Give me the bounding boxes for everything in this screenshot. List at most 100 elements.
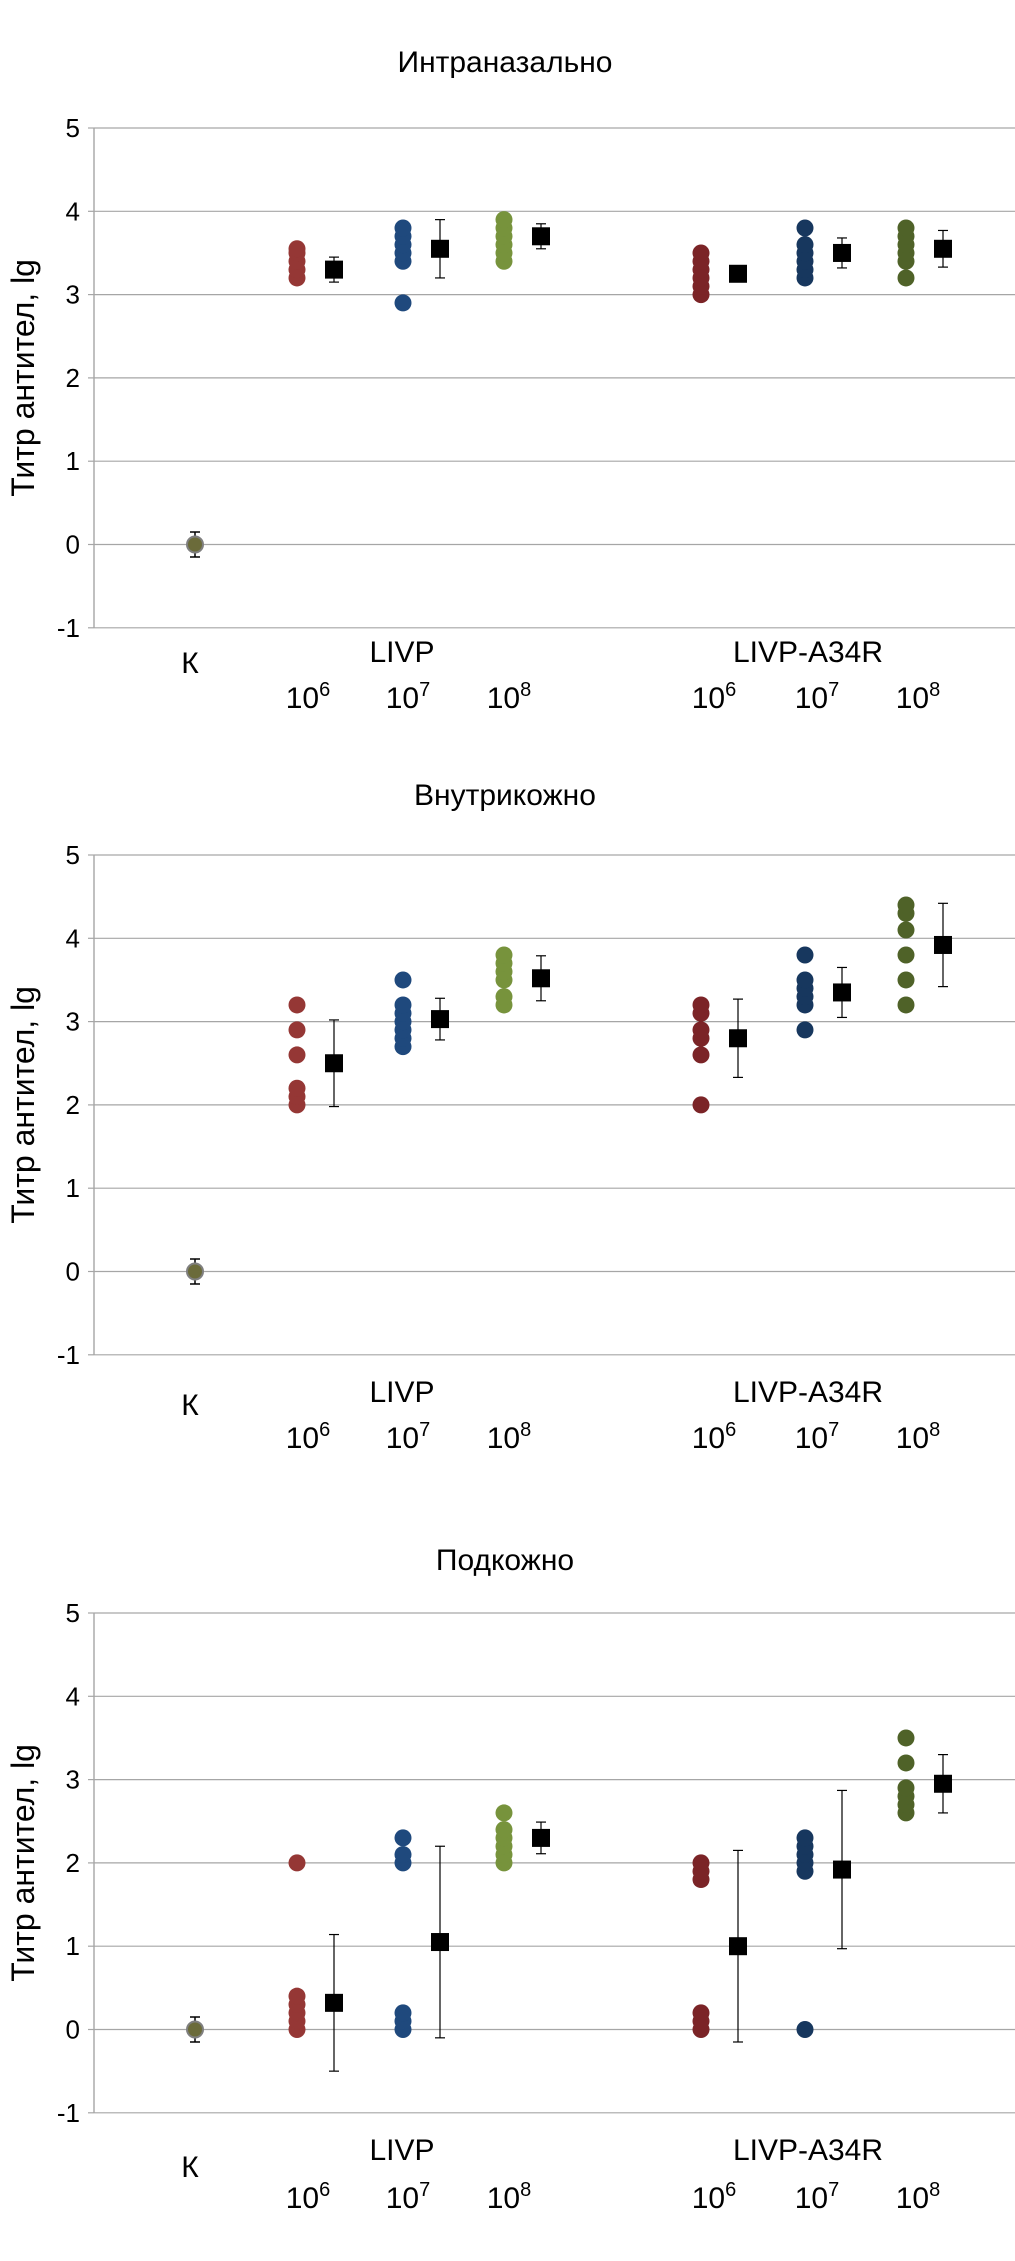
y-tick-label: 1 xyxy=(66,446,80,476)
y-tick-label: 5 xyxy=(66,1598,80,1628)
mean-marker xyxy=(431,239,449,258)
data-point xyxy=(796,946,814,964)
dose-label: 107 xyxy=(795,1419,840,1455)
group-label: LIVP xyxy=(369,2134,434,2167)
mean-marker xyxy=(532,969,550,988)
data-point xyxy=(692,1854,710,1872)
data-point xyxy=(897,946,915,964)
y-tick-label: 0 xyxy=(66,1257,80,1287)
mean-marker xyxy=(833,1860,851,1879)
data-point xyxy=(897,921,915,939)
y-tick-label: 4 xyxy=(66,196,80,226)
data-point xyxy=(288,1079,306,1097)
data-point xyxy=(692,996,710,1014)
data-point xyxy=(897,996,915,1014)
control-label: К xyxy=(181,647,199,680)
mean-marker xyxy=(431,1010,449,1029)
data-point xyxy=(495,946,513,964)
data-point xyxy=(796,1021,814,1039)
data-point xyxy=(288,1854,306,1872)
group-label: LIVP-A34R xyxy=(733,2134,883,2167)
data-point xyxy=(495,211,513,229)
mean-marker xyxy=(833,243,851,262)
data-point xyxy=(897,1779,915,1797)
data-point xyxy=(394,996,412,1014)
mean-marker xyxy=(325,260,343,279)
data-point xyxy=(897,1729,915,1747)
dose-label: 107 xyxy=(386,2179,431,2215)
chart-panel-1: Интраназально -1 0 1 2 3 4 5 Титр антител, lg К LI… xyxy=(5,46,1015,715)
mean-marker xyxy=(729,264,747,283)
y-tick-label: -1 xyxy=(57,613,80,643)
dose-label: 108 xyxy=(487,679,532,715)
y-tick-label: 5 xyxy=(66,840,80,870)
data-point xyxy=(288,996,306,1014)
dose-label: 107 xyxy=(795,679,840,715)
data-point xyxy=(394,1846,412,1864)
mean-marker xyxy=(934,239,952,258)
data-point xyxy=(692,1021,710,1039)
y-tick-label: 4 xyxy=(66,923,80,953)
dose-label: 107 xyxy=(386,1419,431,1455)
mean-marker xyxy=(532,227,550,246)
y-tick-label: -1 xyxy=(57,2098,80,2128)
data-point xyxy=(288,1046,306,1064)
data-point xyxy=(796,219,814,237)
data-point xyxy=(692,2004,710,2022)
chart-title: Интраназально xyxy=(398,46,613,79)
y-tick-label: 2 xyxy=(66,363,80,393)
mean-marker xyxy=(325,1054,343,1073)
dose-label: 106 xyxy=(286,1419,331,1455)
data-point xyxy=(288,240,306,258)
dose-label: 107 xyxy=(386,679,431,715)
y-tick-label: 3 xyxy=(66,280,80,310)
mean-marker xyxy=(729,1937,747,1956)
mean-marker xyxy=(532,1828,550,1847)
y-tick-label: 1 xyxy=(66,1931,80,1961)
data-point xyxy=(692,244,710,262)
data-point xyxy=(394,971,412,989)
data-point xyxy=(897,896,915,914)
data-point xyxy=(796,1829,814,1847)
dose-label: 106 xyxy=(286,2179,331,2215)
y-tick-label: 2 xyxy=(66,1848,80,1878)
control-point xyxy=(186,1262,204,1281)
mean-marker xyxy=(934,1774,952,1793)
mean-marker xyxy=(934,935,952,954)
dose-label: 108 xyxy=(487,2179,532,2215)
y-tick-label: 1 xyxy=(66,1173,80,1203)
data-point xyxy=(796,2021,814,2038)
data-point xyxy=(897,1754,915,1772)
data-point xyxy=(796,236,814,254)
y-tick-label: 3 xyxy=(66,1007,80,1037)
data-point xyxy=(692,1046,710,1064)
y-tick-label: 2 xyxy=(66,1090,80,1120)
dose-label: 106 xyxy=(692,1419,737,1455)
y-tick-label: 4 xyxy=(66,1681,80,1711)
data-point xyxy=(796,971,814,989)
data-point xyxy=(897,971,915,989)
y-axis-label: Титр антител, lg xyxy=(5,986,41,1224)
chart-panel-3: Подкожно -1 0 1 2 3 4 5 Титр антител, lg К LIVP LIV… xyxy=(5,1544,1015,2215)
data-point xyxy=(897,219,915,237)
control-point xyxy=(186,535,204,554)
control-label: К xyxy=(181,1389,199,1422)
y-tick-label: 0 xyxy=(66,530,80,560)
y-axis-label: Титр антител, lg xyxy=(5,1744,41,1982)
y-tick-label: -1 xyxy=(57,1340,80,1370)
mean-marker xyxy=(833,983,851,1002)
control-label: К xyxy=(181,2151,199,2184)
dose-label: 106 xyxy=(286,679,331,715)
data-point xyxy=(288,1021,306,1039)
dose-label: 108 xyxy=(896,679,941,715)
chart-title: Внутрикожно xyxy=(414,779,596,812)
group-label: LIVP-A34R xyxy=(733,1376,883,1409)
data-point xyxy=(495,1821,513,1839)
data-point xyxy=(394,1829,412,1847)
mean-marker xyxy=(325,1993,343,2012)
dose-label: 108 xyxy=(487,1419,532,1455)
group-label: LIVP xyxy=(369,636,434,669)
y-tick-label: 3 xyxy=(66,1765,80,1795)
chart-panel-2: Внутрикожно -1 0 1 2 3 4 5 Титр антител, lg К LIVP… xyxy=(5,779,1015,1455)
